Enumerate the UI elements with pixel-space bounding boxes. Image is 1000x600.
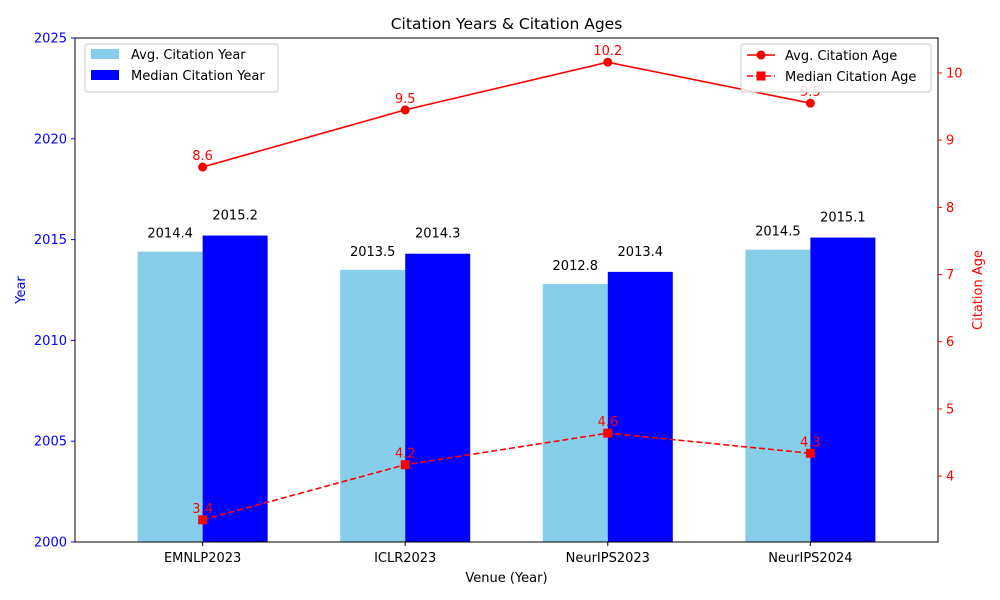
point-median-citation-age	[198, 515, 208, 525]
y-tick-label: 2000	[34, 536, 67, 551]
bar-data-label: 2014.4	[147, 227, 193, 242]
legend-label: Median Citation Year	[131, 69, 265, 84]
bar-data-label: 2013.5	[350, 245, 396, 260]
bar-data-label: 2012.8	[553, 259, 599, 274]
bar-data-label: 2015.1	[820, 211, 866, 226]
bar-data-label: 2014.5	[755, 225, 801, 240]
point-avg-citation-age	[603, 57, 613, 67]
y2-tick-label: 6	[946, 335, 954, 350]
legend-marker	[756, 71, 766, 81]
y2-tick-label: 5	[946, 402, 954, 417]
legend-box	[740, 43, 932, 93]
legend-bars: Avg. Citation Year Median Citation Year	[84, 43, 279, 93]
point-avg-citation-age	[198, 162, 208, 172]
bar-avg-citation-year	[542, 283, 608, 542]
bar-median-citation-year	[202, 235, 268, 542]
line-layer: 8.69.510.29.53.44.24.64.3	[192, 44, 821, 525]
line-data-label: 8.6	[192, 149, 213, 164]
legend-label: Avg. Citation Year	[131, 48, 246, 63]
bar-median-citation-year	[607, 271, 673, 542]
point-median-citation-age	[805, 448, 815, 458]
line-data-label: 9.5	[395, 92, 416, 107]
legend-marker	[756, 50, 766, 60]
bar-layer: 2014.4 2013.5 2012.8 2014.5 2015.2 2014.3 2013…	[137, 209, 876, 543]
line-median-citation-age	[202, 432, 811, 521]
legend-swatch	[91, 70, 119, 80]
line-data-label: 4.2	[395, 447, 416, 462]
bar-avg-citation-year	[340, 269, 406, 542]
x-axis: EMNLP2023 ICLR2023 NeurIPS2023 NeurIPS2024 V…	[164, 542, 853, 586]
legend-box	[84, 43, 279, 93]
y-tick-label: 2020	[34, 132, 67, 147]
legend-label: Median Citation Age	[785, 70, 916, 85]
point-avg-citation-age	[805, 98, 815, 108]
y2-tick-label: 8	[946, 201, 954, 216]
point-avg-citation-age	[400, 105, 410, 115]
line-data-label: 3.4	[192, 502, 213, 517]
x-tick-label: NeurIPS2023	[566, 551, 650, 566]
y2-axis-label: Citation Age	[971, 250, 986, 330]
x-tick-label: ICLR2023	[374, 551, 436, 566]
point-median-citation-age	[603, 428, 613, 438]
legend-lines: Avg. Citation Age Median Citation Age	[740, 43, 932, 93]
chart-title: Citation Years & Citation Ages	[391, 15, 623, 33]
y-tick-label: 2010	[34, 334, 67, 349]
legend-label: Avg. Citation Age	[785, 49, 897, 64]
point-median-citation-age	[400, 460, 410, 470]
bar-median-citation-year	[810, 237, 876, 543]
legend-swatch	[91, 49, 119, 59]
bar-data-label: 2014.3	[415, 227, 461, 242]
y2-tick-label: 10	[946, 66, 963, 81]
x-axis-label: Venue (Year)	[465, 571, 547, 586]
y-axis-left: 2000 2005 2010 2015 2020 2025 Year	[14, 32, 75, 551]
y2-tick-label: 7	[946, 268, 954, 283]
bar-avg-citation-year	[745, 249, 811, 542]
y-tick-label: 2015	[34, 233, 67, 248]
plot-frame	[74, 37, 939, 543]
bar-data-label: 2013.4	[618, 245, 664, 260]
line-avg-citation-age	[202, 61, 811, 168]
bar-data-label: 2015.2	[212, 209, 258, 224]
line-data-label: 4.6	[597, 415, 618, 430]
bar-median-citation-year	[405, 253, 471, 542]
y2-tick-label: 9	[946, 134, 954, 149]
y-tick-label: 2005	[34, 435, 67, 450]
line-data-label: 4.3	[800, 435, 821, 450]
y-axis-right: 4 5 6 7 8 9 10 Citation Age	[938, 66, 986, 485]
x-tick-label: NeurIPS2024	[768, 551, 852, 566]
y-axis-label: Year	[14, 276, 29, 305]
y2-tick-label: 4	[946, 470, 954, 485]
bar-avg-citation-year	[137, 251, 203, 543]
y-tick-label: 2025	[34, 32, 67, 47]
x-tick-label: EMNLP2023	[164, 551, 241, 566]
line-data-label: 10.2	[593, 44, 622, 59]
